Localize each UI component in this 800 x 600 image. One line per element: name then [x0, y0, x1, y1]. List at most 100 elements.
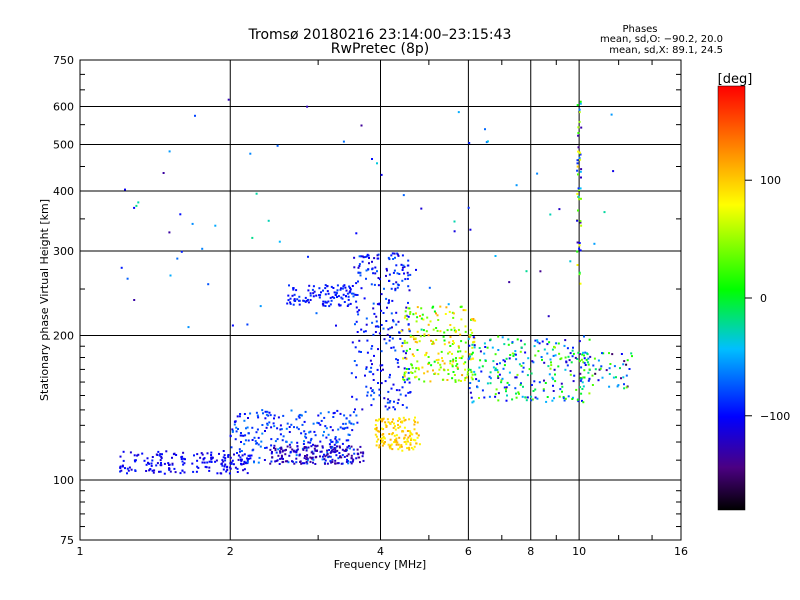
data-point: [394, 428, 397, 431]
data-point: [577, 134, 580, 137]
data-point: [233, 423, 236, 426]
data-point: [327, 456, 330, 459]
data-point: [151, 459, 154, 462]
data-point: [387, 390, 390, 393]
data-point: [580, 358, 583, 361]
data-point: [520, 364, 523, 367]
data-point: [576, 169, 579, 172]
data-point: [399, 425, 402, 428]
data-point: [340, 462, 343, 465]
data-point: [327, 433, 330, 436]
data-point: [410, 437, 413, 440]
data-point: [407, 440, 409, 443]
data-point: [287, 299, 290, 302]
data-point: [579, 379, 582, 382]
data-point: [403, 381, 406, 384]
data-point: [290, 409, 293, 412]
data-point: [580, 176, 582, 179]
data-point: [249, 152, 252, 155]
data-point: [240, 459, 243, 462]
data-point: [587, 363, 590, 366]
data-point: [396, 272, 399, 275]
data-point: [410, 439, 412, 441]
data-point: [520, 382, 522, 385]
data-point: [443, 331, 446, 334]
data-point: [515, 376, 518, 379]
data-point: [276, 144, 279, 147]
data-point: [623, 387, 626, 390]
data-point: [315, 445, 318, 448]
data-point: [392, 319, 394, 322]
data-point: [315, 312, 318, 315]
data-point: [347, 462, 350, 465]
data-point: [404, 418, 407, 421]
data-point: [324, 287, 327, 290]
data-point: [289, 302, 292, 305]
data-point: [253, 436, 256, 439]
data-point: [351, 292, 353, 295]
data-point: [470, 396, 473, 399]
data-point: [328, 455, 331, 458]
data-point: [251, 236, 254, 239]
data-point: [585, 358, 588, 361]
data-point: [346, 426, 349, 429]
data-point: [381, 427, 383, 430]
data-point: [409, 334, 412, 337]
data-point: [365, 385, 368, 388]
data-point: [598, 368, 601, 371]
x-tick-label: 2: [227, 545, 234, 558]
data-point: [392, 406, 395, 409]
data-point: [626, 359, 629, 362]
data-point: [470, 353, 473, 356]
data-point: [126, 467, 129, 470]
data-point: [514, 350, 517, 353]
data-point: [310, 437, 313, 440]
data-point: [501, 336, 504, 339]
data-point: [347, 445, 350, 447]
data-point: [247, 417, 249, 419]
data-point: [307, 301, 310, 304]
data-point: [400, 330, 403, 333]
data-point: [420, 207, 423, 210]
data-point: [395, 437, 398, 440]
data-point: [129, 451, 132, 454]
data-point: [570, 361, 573, 364]
data-point: [331, 429, 334, 432]
data-point: [432, 328, 435, 331]
data-point: [371, 321, 374, 324]
data-point: [447, 352, 450, 355]
data-point: [455, 359, 457, 362]
data-point: [235, 430, 238, 433]
data-point: [243, 461, 246, 463]
data-point: [196, 459, 199, 462]
data-point: [309, 456, 312, 459]
data-point: [496, 363, 499, 366]
data-point: [365, 255, 368, 258]
data-point: [279, 428, 282, 431]
data-point: [553, 368, 556, 371]
data-point: [558, 352, 561, 355]
data-point: [326, 462, 329, 465]
data-point: [514, 387, 517, 390]
data-point: [449, 324, 452, 326]
data-point: [183, 471, 186, 474]
data-point: [531, 398, 534, 401]
data-point: [285, 448, 287, 451]
data-point: [243, 419, 246, 422]
data-point: [339, 446, 341, 449]
data-point: [564, 368, 567, 371]
data-point: [521, 395, 524, 398]
data-point: [264, 417, 267, 420]
data-point: [274, 447, 277, 450]
data-point: [326, 453, 329, 456]
data-point: [360, 255, 363, 258]
data-point: [471, 346, 474, 349]
data-point: [385, 267, 388, 270]
data-point: [360, 287, 363, 290]
data-point: [286, 460, 289, 463]
data-point: [406, 341, 409, 344]
data-point: [534, 354, 537, 357]
data-point: [405, 357, 408, 360]
data-point: [505, 390, 507, 393]
data-point: [402, 378, 405, 381]
